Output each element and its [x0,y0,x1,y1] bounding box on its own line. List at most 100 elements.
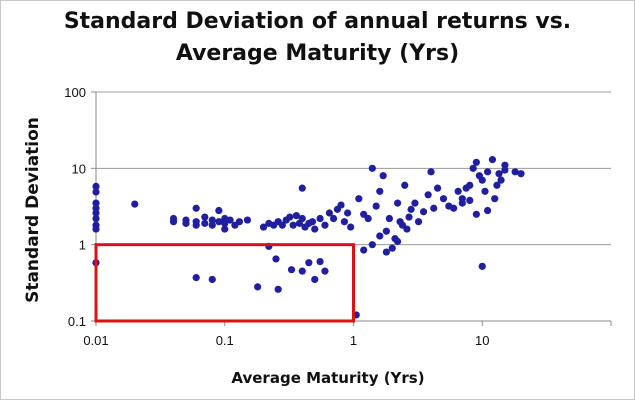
data-point [424,191,432,199]
data-point [403,225,411,233]
data-point [393,199,402,207]
data-point [414,218,423,226]
data-point [192,221,200,229]
data-point [478,262,486,270]
data-point [439,195,448,203]
data-point [235,218,244,226]
chart-title-line-1: Standard Deviation of annual returns vs. [63,9,572,34]
x-tick-label: 1 [350,333,357,348]
data-point [393,237,402,246]
data-point [376,187,384,195]
data-point [92,182,100,190]
data-point [321,267,329,275]
highlight-box-layer [94,243,355,323]
data-point [92,199,100,207]
data-point [286,213,294,221]
data-point [491,195,499,203]
data-point [376,232,384,240]
data-point [169,218,178,226]
data-point [325,209,334,217]
chart-title-line-2: Average Maturity (Yrs) [175,41,460,66]
data-point [92,188,100,196]
data-point [360,246,368,254]
data-point [481,187,489,195]
y-tick-label: 10 [72,161,86,176]
data-point [488,156,497,164]
data-point [215,218,223,226]
data-point [478,176,486,184]
data-point [243,216,252,224]
data-point [364,214,372,223]
y-tick-label: 1 [79,238,86,253]
data-point [254,283,262,291]
data-point [360,210,368,218]
data-point [388,244,396,252]
data-point [201,213,209,221]
data-point [382,227,390,235]
data-point [469,164,477,172]
data-point [347,223,355,231]
data-point [278,221,286,229]
data-point [458,195,466,203]
data-point [311,275,319,284]
y-tick-label: 0.1 [68,314,86,329]
data-point [215,206,223,215]
data-point [311,225,319,233]
data-point [289,221,297,229]
data-point [466,181,474,189]
data-point [385,214,393,223]
data-point [329,214,338,223]
data-point [298,267,306,275]
data-point [292,212,300,220]
data-point [405,213,413,221]
data-point [411,199,419,207]
y-axis-label: Standard Deviation [23,117,43,303]
x-tick-label: 0.01 [83,333,108,348]
data-point [321,221,329,229]
data-point [208,216,216,224]
data-point [221,219,229,227]
data-point [337,201,345,209]
data-point [316,214,324,223]
x-tick-label: 0.1 [216,333,234,348]
data-point [379,172,387,180]
y-tick-label: 100 [64,85,86,100]
data-point [501,166,509,174]
data-point [401,181,409,189]
data-point [92,214,100,223]
x-axis-label: Average Maturity (Yrs) [231,369,424,387]
data-point [355,195,363,203]
data-point [208,275,216,284]
data-point [427,168,435,176]
data-point [472,210,480,218]
data-points [92,156,525,319]
data-point [272,255,280,263]
data-point [316,258,324,266]
data-point [368,164,376,172]
data-point [221,225,229,233]
data-point [434,184,442,192]
data-point [340,218,349,226]
data-point [92,225,100,233]
data-point [259,223,268,231]
data-point [208,221,216,229]
data-point [201,219,209,227]
data-point [226,216,234,224]
data-point [182,216,190,224]
data-point [274,285,282,293]
data-point [483,206,492,215]
data-point [497,176,505,184]
data-point [131,200,139,208]
data-point [472,158,480,166]
data-point [511,168,519,176]
tick-labels: 0.1 1 10 100 0.01 0.1 1 10 [64,85,489,348]
data-point [287,266,296,274]
highlight-box [94,243,355,323]
data-point [308,218,317,226]
axes [91,91,612,326]
data-point [298,214,306,223]
data-point [450,204,458,212]
data-point [298,184,306,192]
